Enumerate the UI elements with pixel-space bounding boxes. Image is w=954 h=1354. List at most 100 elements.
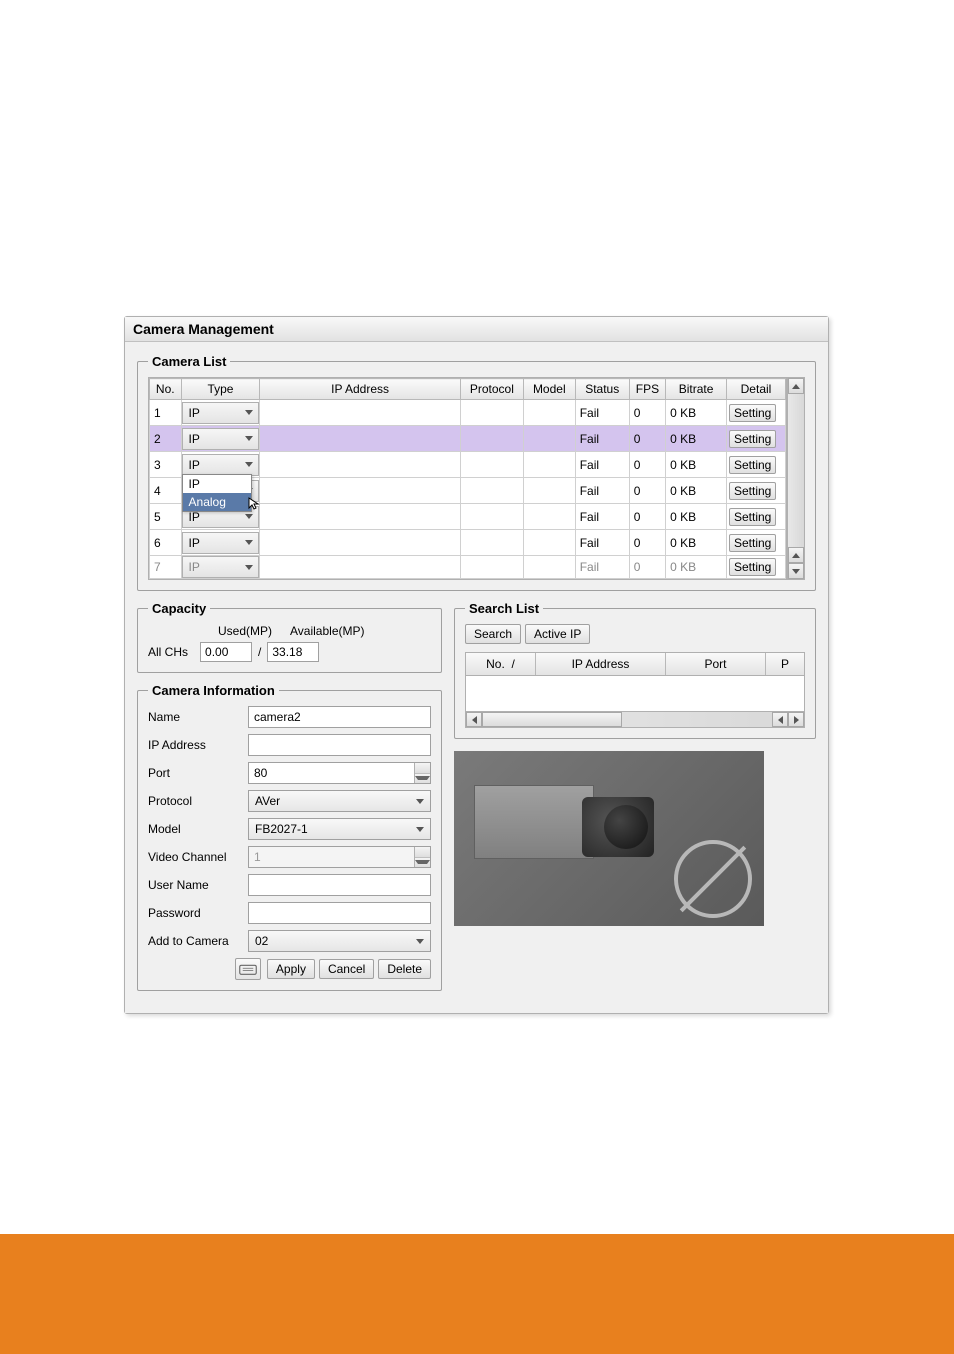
cell-type[interactable]: IP [181,400,260,426]
col-bitrate[interactable]: Bitrate [666,379,727,400]
scroll-down-button[interactable] [788,563,804,579]
col-no[interactable]: No. [150,379,182,400]
port-step-up[interactable] [415,763,430,774]
setting-button[interactable]: Setting [729,482,776,500]
scroll-left-button[interactable] [466,712,482,727]
cancel-button[interactable]: Cancel [319,959,374,979]
password-input[interactable] [248,902,431,924]
type-dropdown[interactable]: IP [182,532,260,554]
type-dropdown-menu[interactable]: IPAnalog [182,474,252,512]
cell-protocol [460,530,523,556]
col-protocol[interactable]: Protocol [460,379,523,400]
search-button[interactable]: Search [465,624,521,644]
setting-button[interactable]: Setting [729,508,776,526]
port-input[interactable] [249,763,414,783]
name-label: Name [148,710,248,724]
capacity-avail-label: Available(MP) [290,624,364,638]
addto-label: Add to Camera [148,934,248,948]
col-status[interactable]: Status [575,379,629,400]
search-col-port[interactable]: Port [666,653,766,675]
username-input[interactable] [248,874,431,896]
cell-type[interactable]: IP [181,556,260,579]
chevron-down-icon [416,939,424,944]
setting-button[interactable]: Setting [729,404,776,422]
apply-button[interactable]: Apply [267,959,315,979]
type-dropdown[interactable]: IP [182,454,260,476]
cell-detail: Setting [726,478,785,504]
video-ch-step-down [415,858,430,868]
cell-no: 5 [150,504,182,530]
scroll-right-button[interactable] [788,712,804,727]
search-h-scrollbar[interactable] [465,712,805,728]
table-row[interactable]: 1IPFail00 KBSetting [150,400,786,426]
cell-no: 1 [150,400,182,426]
search-col-p[interactable]: P [766,653,804,675]
delete-button[interactable]: Delete [378,959,431,979]
name-input[interactable] [248,706,431,728]
table-row[interactable]: 3IPIPAnalogFail00 KBSetting [150,452,786,478]
cell-fps: 0 [629,530,665,556]
cell-detail: Setting [726,426,785,452]
cell-bitrate: 0 KB [666,452,727,478]
chevron-down-icon [245,462,253,467]
col-fps[interactable]: FPS [629,379,665,400]
setting-button[interactable]: Setting [729,534,776,552]
camera-info-legend: Camera Information [148,683,279,698]
setting-button[interactable]: Setting [729,558,776,576]
protocol-label: Protocol [148,794,248,808]
cell-type[interactable]: IP [181,530,260,556]
dropdown-option-ip[interactable]: IP [183,475,251,493]
type-dropdown[interactable]: IP [182,556,260,578]
cell-type[interactable]: IPIPAnalog [181,452,260,478]
col-type[interactable]: Type [181,379,260,400]
cell-model [523,530,575,556]
password-label: Password [148,906,248,920]
cell-type[interactable]: IP [181,426,260,452]
cell-model [523,452,575,478]
port-step-down[interactable] [415,774,430,784]
table-row[interactable]: 2IPFail00 KBSetting [150,426,786,452]
addto-select[interactable]: 02 [248,930,431,952]
table-row[interactable]: 6IPFail00 KBSetting [150,530,786,556]
cell-detail: Setting [726,400,785,426]
search-col-no[interactable]: No. / [466,653,536,675]
scroll-thumb[interactable] [482,712,622,727]
setting-button[interactable]: Setting [729,456,776,474]
cell-bitrate: 0 KB [666,400,727,426]
camera-list-legend: Camera List [148,354,230,369]
search-table-header: No. / IP Address Port P [465,652,805,676]
table-row[interactable]: 7IPFail00 KBSetting [150,556,786,579]
col-ip[interactable]: IP Address [260,379,460,400]
camera-management-panel: Camera Management Camera List No. Type I… [124,316,829,1014]
camera-list-scrollbar[interactable] [787,377,805,580]
no-signal-icon [674,840,752,918]
cell-model [523,504,575,530]
cell-status: Fail [575,504,629,530]
keyboard-icon[interactable] [235,958,261,980]
col-model[interactable]: Model [523,379,575,400]
ip-input[interactable] [248,734,431,756]
chevron-down-icon [416,827,424,832]
cell-model [523,400,575,426]
port-stepper[interactable] [248,762,431,784]
model-select[interactable]: FB2027-1 [248,818,431,840]
type-dropdown[interactable]: IP [182,428,260,450]
search-col-ip[interactable]: IP Address [536,653,666,675]
dropdown-option-analog[interactable]: Analog [183,493,251,511]
cell-model [523,556,575,579]
protocol-select[interactable]: AVer [248,790,431,812]
type-dropdown[interactable]: IP [182,402,260,424]
scroll-inner-up-button[interactable] [788,547,804,563]
capacity-available-field [267,642,319,662]
scroll-up-button[interactable] [788,378,804,394]
col-detail[interactable]: Detail [726,379,785,400]
cell-bitrate: 0 KB [666,426,727,452]
active-ip-button[interactable]: Active IP [525,624,590,644]
video-channel-label: Video Channel [148,850,248,864]
footer-bar [0,1234,954,1354]
cell-no: 2 [150,426,182,452]
scroll-left2-button[interactable] [772,712,788,727]
capacity-used-label: Used(MP) [218,624,272,638]
capacity-separator: / [258,645,261,659]
setting-button[interactable]: Setting [729,430,776,448]
